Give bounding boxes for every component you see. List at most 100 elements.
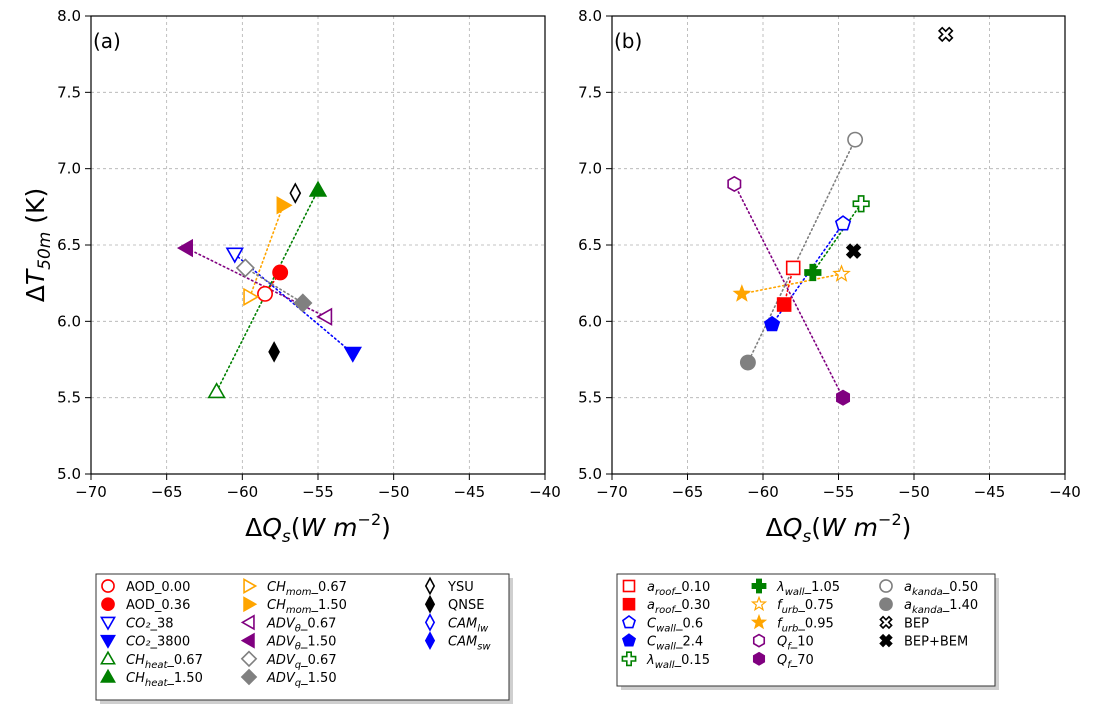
legend-entry-label: CHheat_0.67 (126, 653, 203, 671)
legend-marker (240, 668, 258, 686)
legend-entry-label: akanda_0.50 (904, 580, 978, 598)
legend-marker (879, 615, 893, 630)
data-point-bep-bem (845, 243, 862, 259)
legend-marker (622, 597, 636, 611)
x-tick-label: −45 (974, 483, 1006, 501)
y-tick-label: 6.5 (57, 236, 81, 254)
pair-connector-line (249, 204, 284, 298)
legend-entry-label: aroof_0.30 (647, 598, 710, 616)
data-point-aod-0-00 (257, 285, 273, 302)
data-point-a-kanda-0-50 (847, 131, 864, 148)
legend-entry-label: ADVθ_0.67 (266, 616, 336, 634)
x-tick-label: −40 (529, 483, 561, 501)
data-point-f-urb-0-95 (732, 284, 752, 302)
y-tick-label: 8.0 (578, 7, 602, 25)
pair-connector-line (233, 253, 354, 355)
y-tick-label: 5.5 (57, 389, 81, 407)
legend-marker (100, 650, 116, 665)
pair-connector-line (185, 247, 327, 318)
x-axis-label: ΔQs(W m−2) (766, 510, 912, 547)
data-point--wall-1-05 (804, 263, 822, 282)
legend-entry-label: AOD_0.00 (126, 580, 190, 595)
legend-box (616, 573, 996, 687)
data-point-co-38 (225, 247, 244, 264)
data-point-aod-0-36 (272, 264, 289, 281)
x-tick-label: −65 (672, 483, 704, 501)
data-point-q-f-70 (836, 389, 851, 406)
data-point-a-roof-0-30 (776, 297, 792, 312)
legend-entry-label: CAMlw (448, 616, 489, 634)
data-point--wall-0-15 (852, 195, 870, 213)
data-point-adv-0-67 (316, 307, 333, 326)
legend-marker (621, 651, 637, 667)
legend-marker (101, 579, 115, 593)
legend-entry-label: YSU (447, 580, 474, 595)
legend-entry-label: Qf_10 (777, 635, 814, 653)
legend-marker (100, 634, 116, 649)
legend-entry-label: furb_0.75 (777, 598, 834, 616)
x-tick-label: −50 (898, 483, 930, 501)
y-tick-label: 5.0 (57, 465, 81, 483)
data-point-ch-heat-1-50 (308, 180, 328, 197)
data-point-qnse (268, 341, 280, 363)
panel-a: −70 −65 −60 −55 −50 −45 −40 5.0 5.5 6.0 6.5 7.0 7.5 8… (21, 7, 561, 704)
legend-entry-label: ADVq_1.50 (266, 671, 337, 689)
x-tick-label: −50 (378, 483, 410, 501)
panel-b: −70 −65 −60 −55 −50 −45 −40 5.0 5.5 6.0 6.5 7.0 7.5 8… (578, 7, 1081, 690)
x-tick-label: −55 (823, 483, 855, 501)
data-point-adv-q-0-67 (235, 258, 255, 278)
y-tick-label: 7.5 (578, 83, 602, 101)
legend-marker (879, 597, 893, 612)
y-tick-label: 5.0 (578, 465, 602, 483)
panel-label: (b) (614, 29, 642, 53)
panel-label: (a) (93, 29, 121, 53)
legend-entry-label: BEP (904, 616, 929, 631)
data-point-ch-mom-0-67 (243, 287, 260, 307)
legend-entry-label: BEP+BEM (904, 635, 968, 650)
legend-entry-label: QNSE (448, 598, 484, 613)
data-point-f-urb-0-75 (832, 264, 851, 282)
legend-marker (424, 576, 436, 596)
y-tick-label: 8.0 (57, 7, 81, 25)
x-tick-label: −60 (227, 483, 259, 501)
x-axis-label: ΔQs(W m−2) (245, 510, 391, 547)
legend-entry-label: CHmom_1.50 (267, 598, 347, 616)
legend-marker (751, 578, 767, 594)
legend-box (95, 573, 510, 701)
legend-marker (243, 596, 258, 613)
data-point-adv-1-50 (176, 238, 193, 258)
pair-connector-line (812, 202, 862, 274)
legend-entry-label: furb_0.95 (777, 616, 834, 634)
legend-entry-label: CO₂_38 (126, 616, 174, 631)
y-tick-label: 7.0 (578, 160, 602, 178)
legend-marker (424, 613, 436, 632)
legend-entry-label: λwall_0.15 (646, 653, 710, 671)
x-tick-label: −65 (151, 483, 183, 501)
x-tick-label: −70 (75, 483, 107, 501)
data-point-q-f-10 (727, 175, 742, 193)
legend-marker (101, 597, 115, 612)
legend-marker (879, 579, 893, 593)
pair-connector-line (244, 267, 304, 304)
x-tick-label: −55 (302, 483, 334, 501)
legend-marker (243, 578, 258, 594)
data-point-bep (937, 26, 954, 43)
legend-marker (879, 633, 893, 648)
data-point-a-roof-0-10 (785, 260, 801, 276)
legend-entry-label: AOD_0.36 (126, 598, 190, 613)
legend-entry-label: CAMsw (448, 635, 491, 653)
x-tick-label: −60 (747, 483, 779, 501)
y-tick-label: 5.5 (578, 389, 602, 407)
y-tick-label: 7.5 (57, 83, 81, 101)
legend-entry-label: Cwall_0.6 (647, 616, 703, 634)
legend-marker (752, 651, 766, 666)
legend-entry-label: Qf_70 (777, 653, 814, 671)
legend-entry-label: Cwall_2.4 (647, 635, 703, 653)
legend-marker (750, 595, 768, 612)
legend-marker (100, 668, 116, 683)
pair-connector-line (747, 138, 856, 364)
y-tick-label: 6.0 (578, 312, 602, 330)
data-point-ch-mom-1-50 (276, 196, 293, 215)
x-tick-label: −40 (1049, 483, 1081, 501)
legend-entry-label: CHheat_1.50 (126, 671, 203, 689)
